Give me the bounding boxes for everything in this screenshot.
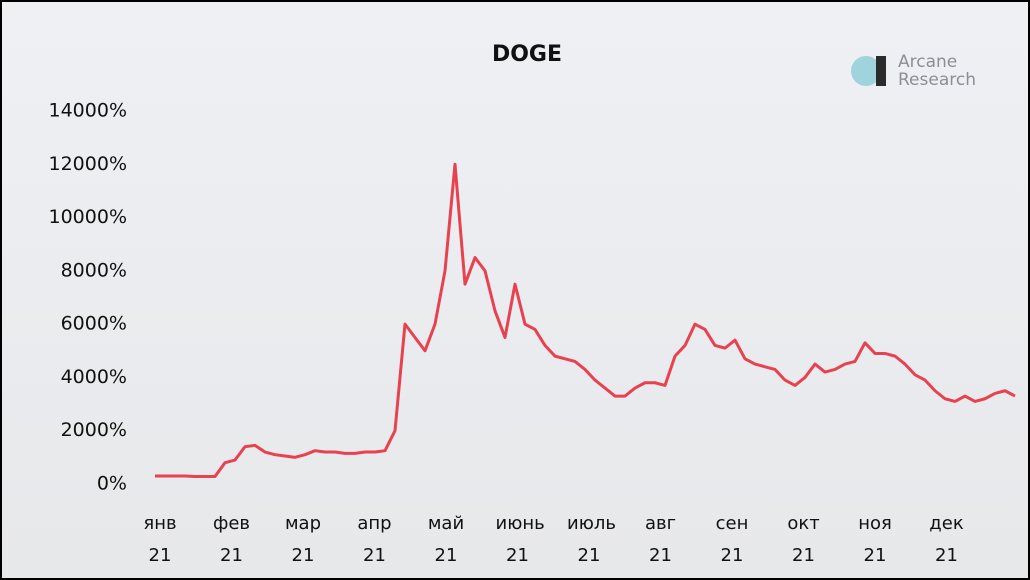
logo-icon-bar [876, 56, 886, 86]
y-tick-label: 8000% [61, 259, 127, 281]
y-tick-label: 2000% [61, 419, 127, 441]
x-tick-label: июнь 21 [495, 513, 545, 566]
x-tick-label: окт 21 [787, 513, 820, 566]
x-tick-label: дек 21 [929, 513, 964, 566]
line [155, 162, 1016, 479]
y-tick-label: 12000% [49, 153, 128, 175]
y-tick-label: 10000% [49, 206, 128, 228]
logo-icon [851, 56, 881, 86]
x-tick-label: апр 21 [357, 513, 392, 566]
x-tick-label: сен 21 [715, 513, 749, 566]
y-tick-label: 6000% [61, 313, 127, 335]
logo: Arcane Research [851, 52, 976, 90]
y-tick-label: 4000% [61, 366, 127, 388]
x-tick-label: ноя 21 [858, 513, 892, 566]
x-tick-label: май 21 [427, 513, 465, 566]
x-tick-label: фев 21 [212, 513, 251, 566]
y-tick-label: 14000% [49, 100, 128, 122]
x-tick-label: мар 21 [284, 513, 322, 566]
chart-title: DOGE [492, 42, 562, 67]
x-tick-label: июль 21 [567, 513, 616, 566]
x-tick-label: авг 21 [644, 513, 677, 566]
y-tick-label: 0% [97, 473, 127, 495]
logo-text: Research [898, 70, 976, 90]
logo-text: Arcane [898, 52, 957, 72]
x-tick-label: янв 21 [143, 513, 177, 566]
